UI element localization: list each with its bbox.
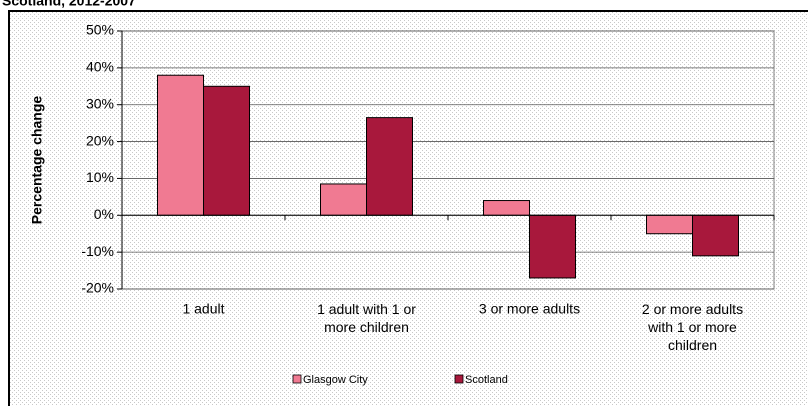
legend-swatch [454, 374, 464, 384]
y-axis-label: Percentage change [29, 96, 45, 225]
y-tick-label: 20% [86, 132, 114, 148]
legend-label: Scotland [465, 374, 508, 386]
x-tick-label: 1 adult [182, 301, 224, 317]
legend-label: Glasgow City [303, 374, 368, 386]
y-tick-label: 50% [86, 22, 114, 38]
x-tick-label: 1 adult with 1 or more children [317, 301, 416, 335]
bar [529, 214, 576, 279]
y-tick-label: 40% [86, 59, 114, 75]
bar [483, 200, 530, 216]
y-tick-label: 10% [86, 169, 114, 185]
chart-title: Scotland, 2012-2007 [2, 0, 136, 9]
x-tick-label: 2 or more adults with 1 or more children [642, 301, 743, 353]
y-tick-label: -10% [81, 243, 114, 259]
y-tick-label: 30% [86, 95, 114, 111]
bar [320, 183, 367, 216]
x-tick-label: 3 or more adults [479, 301, 580, 317]
y-tick-label: -20% [81, 280, 114, 296]
bar [157, 74, 204, 216]
bar [366, 117, 413, 216]
bar [692, 214, 739, 257]
bar [646, 214, 693, 235]
legend-swatch [292, 374, 302, 384]
y-tick-label: 0% [94, 206, 114, 222]
bar [203, 85, 250, 216]
title-band [0, 0, 808, 10]
